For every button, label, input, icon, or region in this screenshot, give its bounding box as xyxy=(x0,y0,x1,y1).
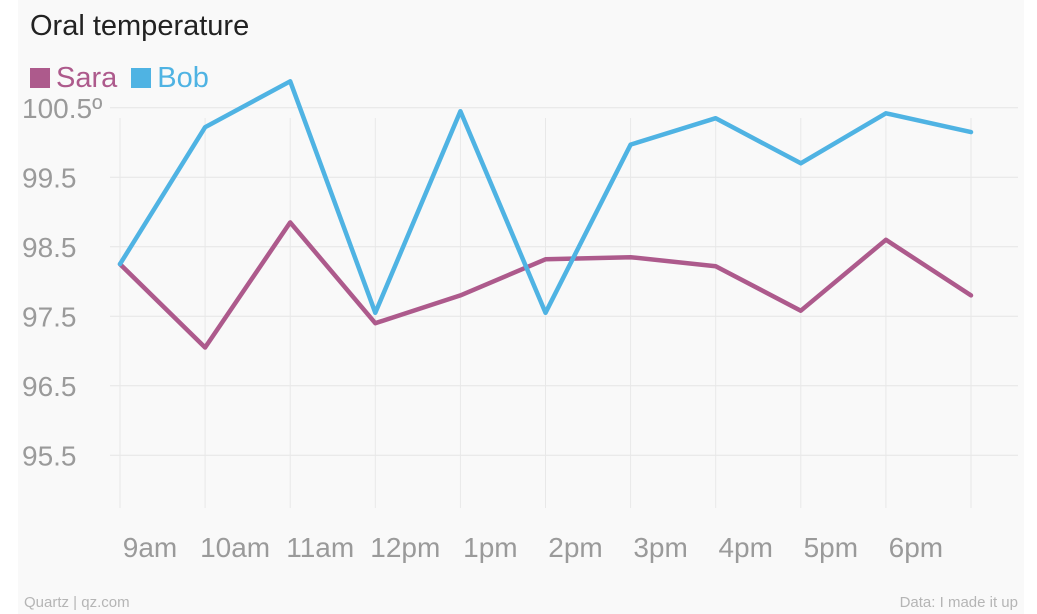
x-tick-labels: 9am 10am 11am 12pm 1pm 2pm 3pm 4pm 5pm 6pm xyxy=(123,532,943,563)
y-tick-label: 98.5 xyxy=(22,232,77,263)
plot-area: 95.5 96.5 97.5 98.5 99.5 100.5º 9am 10am 11am 12… xyxy=(22,79,1018,563)
x-tick-label: 4pm xyxy=(718,532,772,563)
legend-item-bob: Bob xyxy=(131,62,209,95)
legend: Sara Bob xyxy=(30,60,223,96)
source-credit: Quartz | qz.com xyxy=(24,594,130,611)
legend-swatch-bob xyxy=(131,68,152,88)
series-line-bob xyxy=(117,79,974,316)
x-tick-label: 12pm xyxy=(370,532,440,563)
data-note: Data: I made it up xyxy=(899,594,1018,611)
y-tick-label: 97.5 xyxy=(22,301,77,332)
y-tick-labels: 95.5 96.5 97.5 98.5 99.5 100.5º xyxy=(22,93,102,472)
y-tick-label: 96.5 xyxy=(22,371,77,402)
chart-title: Oral temperature xyxy=(30,10,250,42)
legend-item-sara: Sara xyxy=(30,62,117,95)
x-tick-label: 1pm xyxy=(463,532,517,563)
y-tick-label: 95.5 xyxy=(22,440,77,471)
x-tick-label: 5pm xyxy=(804,532,858,563)
chart-card: Oral temperature Sara Bob 95.5 96.5 97.5 98… xyxy=(18,0,1024,614)
legend-swatch-sara xyxy=(30,68,50,88)
x-tick-label: 6pm xyxy=(889,532,943,563)
series-lines xyxy=(117,79,974,350)
x-tick-label: 11am xyxy=(286,532,354,563)
y-tick-label: 100.5º xyxy=(22,93,102,124)
legend-label-sara: Sara xyxy=(56,61,118,94)
x-tick-label: 10am xyxy=(200,532,270,563)
x-tick-label: 2pm xyxy=(548,532,602,563)
x-tick-label: 9am xyxy=(123,532,177,563)
series-line-sara xyxy=(117,220,974,350)
y-gridlines xyxy=(110,107,1018,456)
x-tick-label: 3pm xyxy=(633,532,687,563)
legend-label-bob: Bob xyxy=(157,61,209,94)
y-tick-label: 99.5 xyxy=(22,162,77,193)
